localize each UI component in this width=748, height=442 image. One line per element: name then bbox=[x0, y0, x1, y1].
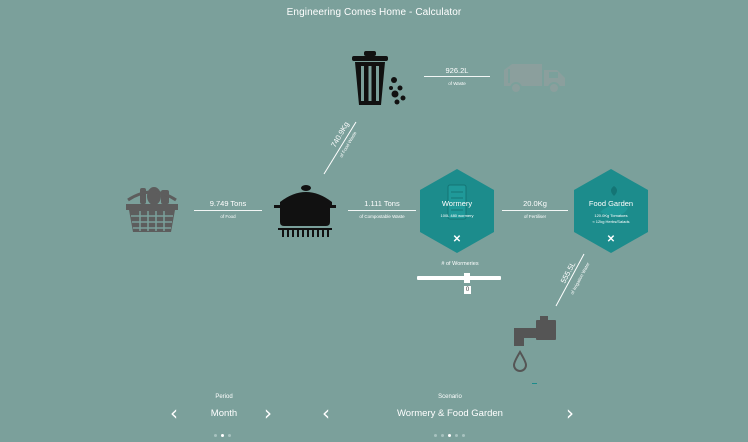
garbage-truck-icon bbox=[502, 60, 568, 99]
period-value: Month bbox=[210, 408, 238, 419]
pagination-dot[interactable] bbox=[455, 434, 458, 437]
scenario-next-button[interactable]: › bbox=[566, 401, 574, 425]
food-garden-close-button[interactable]: ✕ bbox=[606, 234, 616, 245]
flow-compostable-label: of Compostable Waste bbox=[359, 214, 405, 219]
flow-line bbox=[424, 76, 490, 77]
cooking-pot-icon bbox=[274, 184, 336, 243]
flow-diagonal-line bbox=[322, 118, 362, 183]
period-next-button[interactable]: › bbox=[264, 401, 272, 425]
scenario-value: Wormery & Food Garden bbox=[397, 408, 503, 419]
period-label: Period bbox=[215, 394, 233, 400]
food-garden-detail-1: 120.0Kg Tomatoes bbox=[594, 213, 628, 218]
flow-line bbox=[348, 210, 416, 211]
flow-trash-truck-label: of Waste bbox=[448, 81, 466, 86]
pagination-dot[interactable] bbox=[434, 434, 437, 437]
flow-food-value: 9.749 Tons bbox=[209, 199, 247, 208]
flow-fertiliser-label: of Fertiliser bbox=[523, 214, 547, 219]
food-garden-title: Food Garden bbox=[588, 199, 634, 208]
period-pagination bbox=[212, 424, 233, 442]
wormery-title: Wormery bbox=[441, 199, 473, 208]
period-prev-button[interactable]: ‹ bbox=[170, 401, 178, 425]
pagination-dot-active[interactable] bbox=[448, 434, 451, 437]
scenario-prev-button[interactable]: ‹ bbox=[322, 401, 330, 425]
food-basket-icon bbox=[124, 186, 180, 239]
flow-food-label: of Food bbox=[220, 214, 236, 219]
pagination-dot[interactable] bbox=[462, 434, 465, 437]
water-drop-icon bbox=[512, 350, 528, 377]
wormeries-label: # of Wormeries bbox=[441, 261, 479, 267]
flow-line bbox=[194, 210, 262, 211]
flow-compostable-value: 1.111 Tons bbox=[364, 199, 400, 208]
flow-trash-truck-value: 926.2L bbox=[445, 66, 469, 75]
flow-line bbox=[502, 210, 568, 211]
wormery-icon bbox=[447, 184, 467, 225]
flow-fertiliser-value: 20.0Kg bbox=[523, 199, 547, 208]
wormery-detail: 100L 480 wormery bbox=[440, 213, 474, 218]
scenario-label: Scenario bbox=[438, 394, 462, 400]
water-tap-icon bbox=[512, 314, 558, 353]
wormeries-slider-track[interactable] bbox=[417, 276, 501, 280]
trash-bin-icon bbox=[350, 50, 410, 113]
page-title: Engineering Comes Home - Calculator bbox=[286, 7, 462, 18]
wormeries-slider-value: 0 bbox=[464, 286, 471, 294]
scenario-pagination bbox=[432, 424, 467, 442]
flow-diagonal-line bbox=[554, 252, 588, 315]
plant-icon bbox=[596, 182, 632, 231]
pagination-dot[interactable] bbox=[441, 434, 444, 437]
wormery-close-button[interactable]: ✕ bbox=[452, 234, 462, 245]
pagination-dot[interactable] bbox=[228, 434, 231, 437]
wormeries-slider-handle[interactable] bbox=[464, 273, 470, 283]
pagination-dot[interactable] bbox=[214, 434, 217, 437]
food-garden-detail-2: ≈ 12kg Herbs/Salads bbox=[592, 219, 630, 224]
pagination-dot-active[interactable] bbox=[221, 434, 224, 437]
tap-indicator bbox=[532, 383, 537, 384]
